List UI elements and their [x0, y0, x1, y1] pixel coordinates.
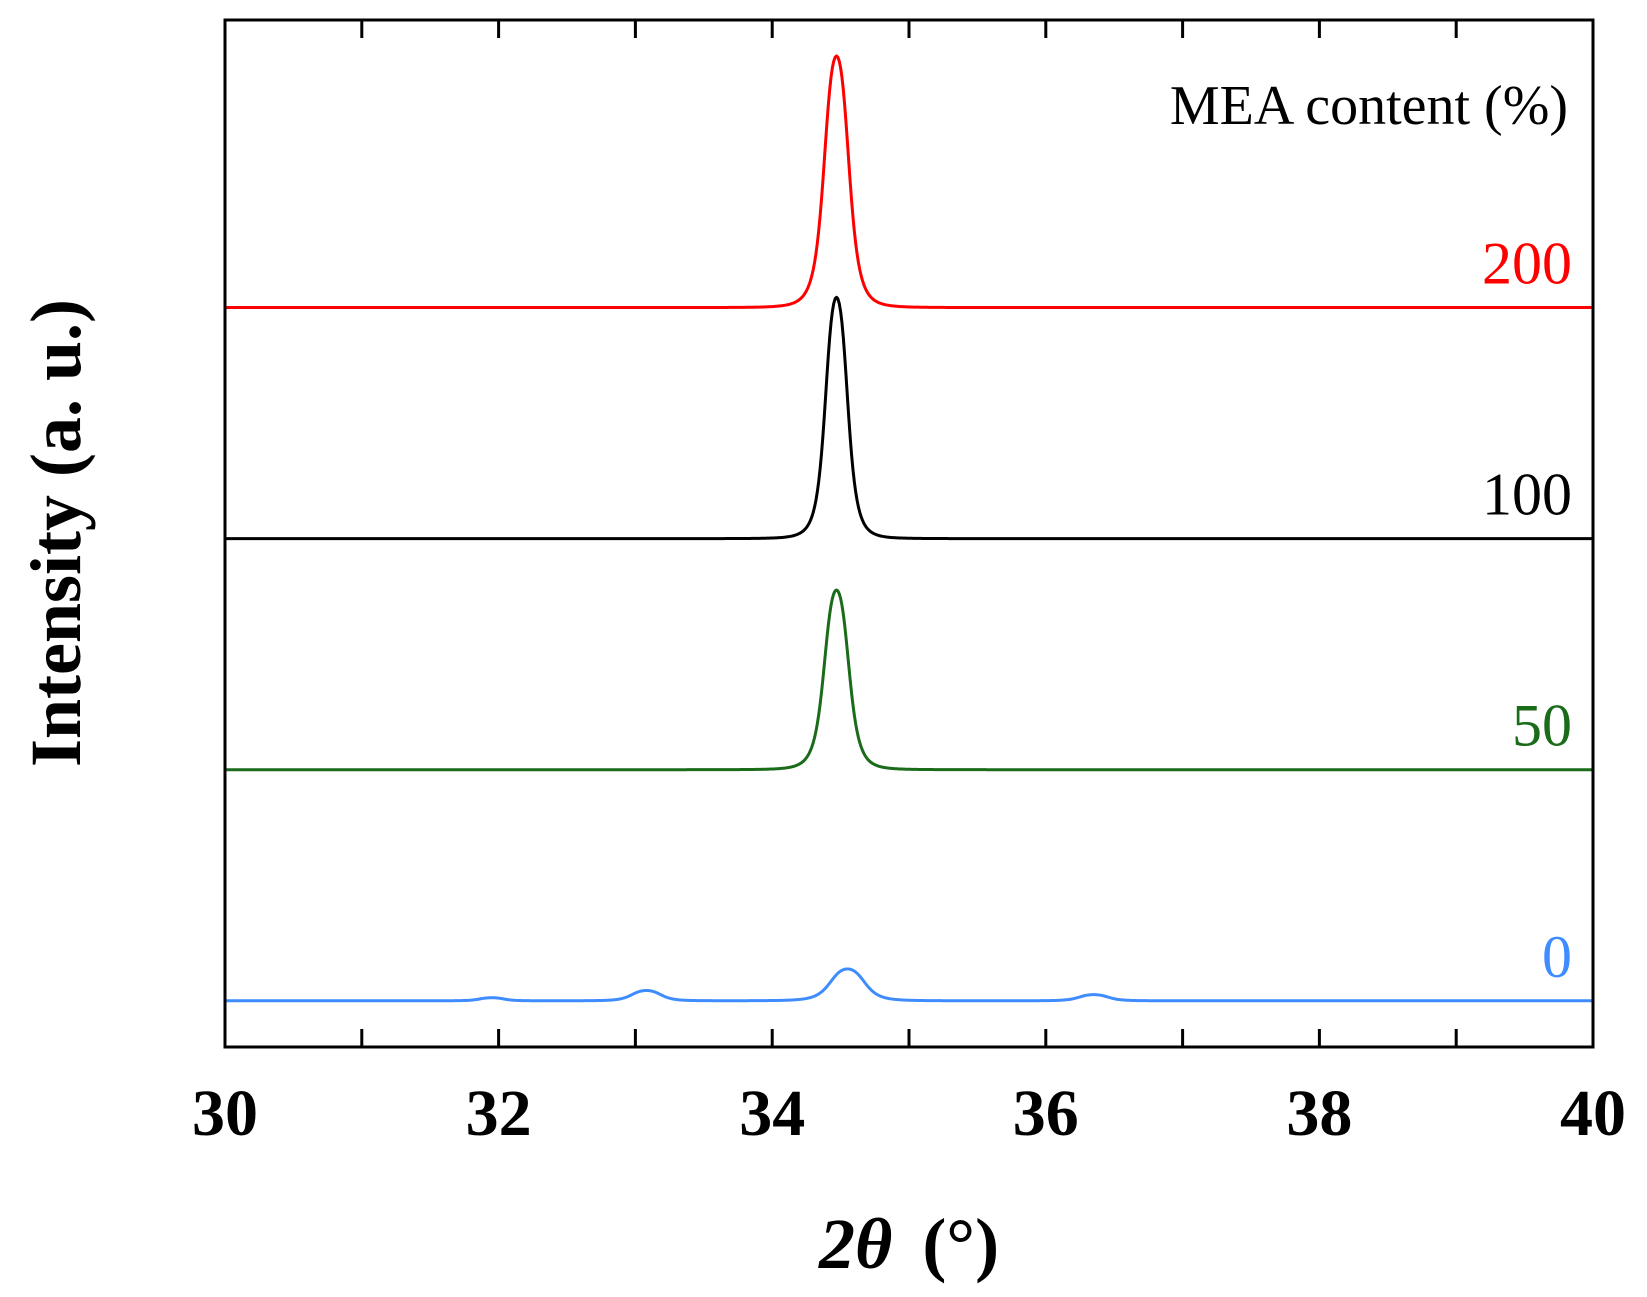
x-tick-label: 36 [1013, 1077, 1079, 1150]
x-tick-label: 30 [192, 1077, 258, 1150]
series-label-200: 200 [1482, 231, 1572, 297]
x-tick-label: 40 [1560, 1077, 1626, 1150]
x-tick-labels: 30 32 34 36 38 40 [192, 1077, 1626, 1150]
x-axis-unit: (°) [922, 1204, 999, 1284]
series-label-0: 0 [1542, 924, 1572, 990]
series-label-100: 100 [1482, 462, 1572, 528]
legend-title: MEA content (%) [1170, 75, 1568, 137]
x-tick-label: 38 [1286, 1077, 1352, 1150]
series-layer [224, 54, 1594, 1003]
series-line-50 [224, 588, 1594, 772]
y-axis-title: Intensity (a. u.) [16, 299, 96, 767]
series-labels: 200 100 50 0 [1482, 231, 1572, 990]
x-tick-label: 32 [466, 1077, 532, 1150]
x-axis-title: 2θ (°) [818, 1204, 999, 1284]
series-line-0 [224, 967, 1594, 1003]
plot-frame [223, 18, 1595, 1049]
series-line-100 [224, 295, 1594, 541]
x-tick-label: 34 [739, 1077, 805, 1150]
series-line-200 [224, 54, 1594, 310]
x-axis-symbol: 2θ [818, 1204, 892, 1284]
ticks-layer [223, 20, 1595, 1047]
series-label-50: 50 [1512, 693, 1572, 759]
